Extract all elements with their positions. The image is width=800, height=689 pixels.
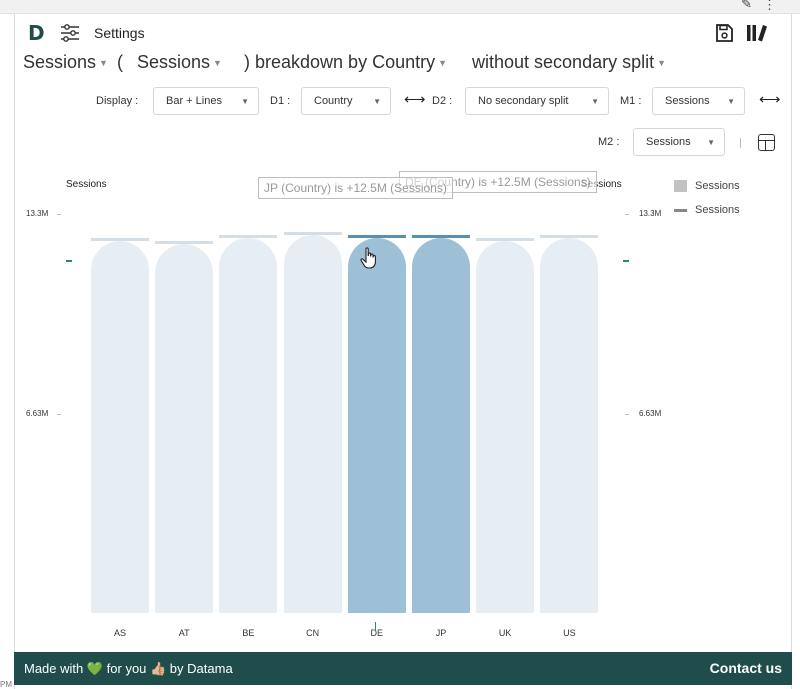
bar-cn[interactable]	[283, 235, 342, 613]
caret-down-icon: ▼	[213, 58, 222, 69]
tooltip-jp: JP (Country) is +12.5M (Sessions)	[258, 177, 453, 199]
tick-mark	[625, 414, 629, 415]
bar-as[interactable]	[91, 241, 149, 613]
metric1-dropdown[interactable]: Sessions ▼	[23, 52, 108, 73]
table-view-icon[interactable]	[758, 134, 775, 151]
tick-mark	[625, 214, 629, 215]
x-tick-label: AS	[113, 628, 126, 638]
x-tick-label: BE	[242, 628, 255, 638]
display-value: Bar + Lines	[166, 95, 222, 107]
metric2-dropdown[interactable]: Sessions ▼	[137, 52, 222, 73]
x-tick-label: AT	[178, 628, 190, 638]
right-tick-label: 6.63M	[639, 409, 662, 418]
footer: Made with 💚 for you 👍🏼 by Datama Contact…	[14, 652, 792, 685]
x-tick-label: CN	[306, 628, 320, 638]
breakdown-label: ) breakdown by Country	[244, 52, 436, 72]
datama-logo-icon: D	[28, 21, 45, 45]
metric2-label: Sessions	[137, 52, 211, 72]
settings-label[interactable]: Settings	[94, 25, 145, 41]
d1-select[interactable]: Country ▼	[301, 87, 391, 115]
breakdown-dropdown[interactable]: ) breakdown by Country ▼	[244, 52, 447, 73]
split-label: without secondary split	[472, 52, 655, 72]
x-tick-label: UK	[498, 628, 512, 638]
legend-line-swatch	[674, 209, 687, 212]
right-axis-marker	[623, 260, 629, 262]
chevron-down-icon: ▼	[727, 97, 735, 106]
d1-value: Country	[314, 95, 353, 107]
bar-us[interactable]	[540, 238, 599, 613]
m1-value: Sessions	[665, 95, 710, 107]
app-frame	[14, 14, 792, 689]
line-point-cn[interactable]	[283, 232, 342, 235]
hover-indicator	[375, 622, 376, 630]
bar-at[interactable]	[155, 244, 214, 613]
top-bar: D Settings	[14, 18, 792, 48]
settings-sliders-icon[interactable]	[60, 24, 80, 42]
d2-label: D2 :	[432, 95, 453, 107]
m2-select[interactable]: Sessions ▼	[633, 128, 725, 156]
tick-mark	[57, 414, 61, 415]
chevron-down-icon: ▼	[241, 97, 249, 106]
line-point-de[interactable]	[347, 235, 406, 238]
chevron-down-icon: ▼	[591, 97, 599, 106]
d2-value: No secondary split	[478, 95, 569, 107]
d1-label: D1 :	[270, 95, 291, 107]
pen-icon[interactable]: ✎	[741, 0, 752, 11]
line-point-be[interactable]	[219, 235, 278, 238]
divider	[740, 138, 741, 148]
display-select[interactable]: Bar + Lines ▼	[153, 87, 259, 115]
right-tick-label: 13.3M	[639, 209, 662, 218]
display-label: Display :	[96, 95, 139, 107]
chevron-down-icon: ▼	[373, 97, 381, 106]
metric1-label: Sessions	[23, 52, 97, 72]
chevron-down-icon: ▼	[707, 138, 715, 147]
line-point-uk[interactable]	[476, 238, 535, 241]
swap-metrics-icon[interactable]: ⟷	[759, 91, 781, 108]
line-point-jp[interactable]	[412, 235, 470, 238]
left-tick-label: 13.3M	[26, 209, 49, 218]
split-dropdown[interactable]: without secondary split ▼	[472, 52, 666, 73]
swap-dimensions-icon[interactable]: ⟷	[404, 91, 426, 108]
m1-select[interactable]: Sessions ▼	[652, 87, 745, 115]
bar-uk[interactable]	[476, 241, 535, 613]
caret-down-icon: ▼	[438, 58, 448, 69]
left-tick-label: 6.63M	[26, 409, 49, 418]
d2-select[interactable]: No secondary split ▼	[465, 87, 609, 115]
left-axis-marker	[66, 260, 72, 262]
left-axis-title: Sessions	[66, 179, 107, 190]
legend-item-line[interactable]: Sessions	[695, 204, 740, 216]
right-axis-title: Sessions	[581, 179, 622, 190]
more-options-icon[interactable]: ⋮	[763, 0, 776, 12]
line-point-at[interactable]	[155, 241, 214, 244]
x-tick-label: DE	[370, 628, 384, 638]
save-icon[interactable]	[714, 23, 734, 43]
x-tick-label: US	[563, 628, 576, 638]
made-with-text: Made with 💚 for you 👍🏼 by Datama	[24, 661, 233, 676]
tick-mark	[57, 214, 61, 215]
legend-item-bar[interactable]: Sessions	[695, 180, 740, 192]
caret-down-icon: ▼	[99, 58, 108, 69]
line-point-us[interactable]	[540, 235, 599, 238]
open-paren: (	[117, 52, 123, 72]
browser-strip: ✎ ⋮	[0, 0, 800, 14]
x-tick-label: JP	[435, 628, 447, 638]
m2-label: M2 :	[598, 136, 620, 148]
status-time-fragment: PM	[0, 680, 12, 689]
library-icon[interactable]	[746, 23, 768, 43]
line-point-as[interactable]	[91, 238, 149, 241]
bar-be[interactable]	[219, 238, 278, 613]
contact-us-link[interactable]: Contact us	[709, 660, 782, 676]
bar-de[interactable]	[347, 238, 406, 613]
legend-bar-swatch	[674, 180, 687, 192]
m2-value: Sessions	[646, 136, 691, 148]
m1-label: M1 :	[620, 95, 642, 107]
hand-pointer-icon	[360, 247, 376, 269]
caret-down-icon: ▼	[657, 58, 667, 69]
bar-jp[interactable]	[412, 238, 470, 613]
